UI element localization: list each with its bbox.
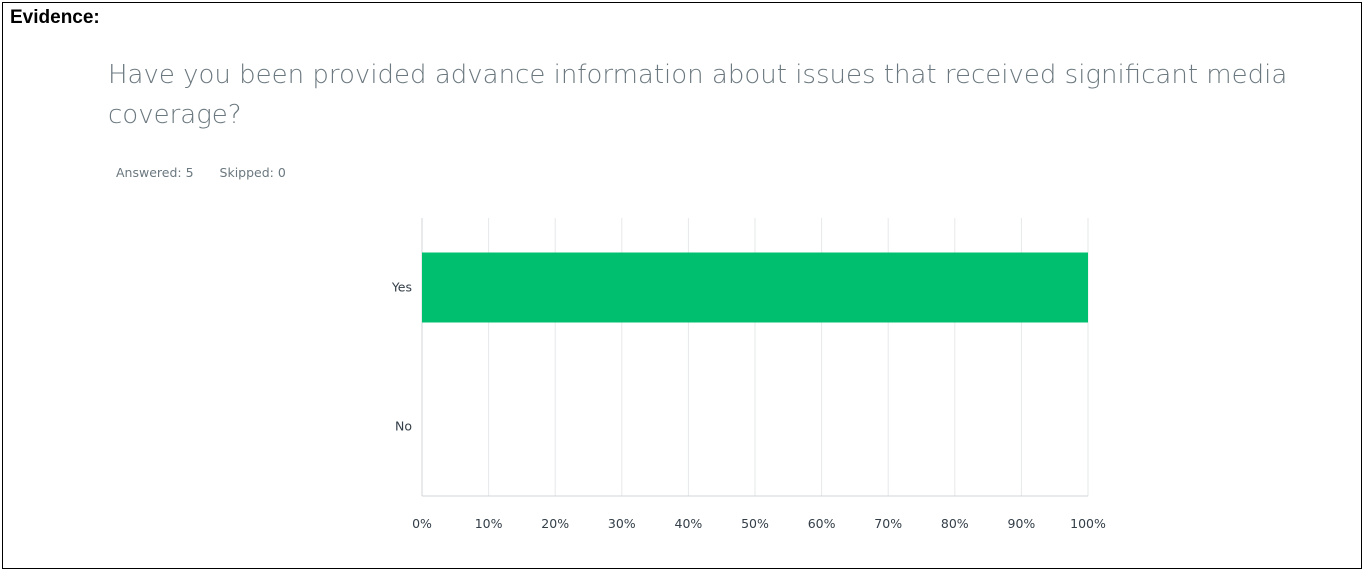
x-tick-label: 30%: [608, 516, 636, 531]
response-stats: Answered: 5 Skipped: 0: [116, 165, 308, 180]
answered-count: Answered: 5: [116, 165, 194, 180]
skipped-count: Skipped: 0: [219, 165, 286, 180]
x-tick-label: 60%: [808, 516, 836, 531]
bar-yes: [422, 252, 1088, 323]
category-label: Yes: [391, 280, 412, 295]
evidence-label: Evidence:: [10, 7, 100, 28]
x-tick-label: 40%: [675, 516, 703, 531]
x-tick-label: 50%: [741, 516, 769, 531]
x-tick-label: 70%: [874, 516, 902, 531]
category-label: No: [395, 419, 412, 434]
x-tick-label: 80%: [941, 516, 969, 531]
x-tick-label: 90%: [1008, 516, 1036, 531]
x-tick-label: 0%: [412, 516, 432, 531]
x-tick-label: 10%: [475, 516, 503, 531]
question-title: Have you been provided advance informati…: [108, 60, 1288, 130]
x-tick-label: 100%: [1070, 516, 1106, 531]
x-tick-label: 20%: [541, 516, 569, 531]
